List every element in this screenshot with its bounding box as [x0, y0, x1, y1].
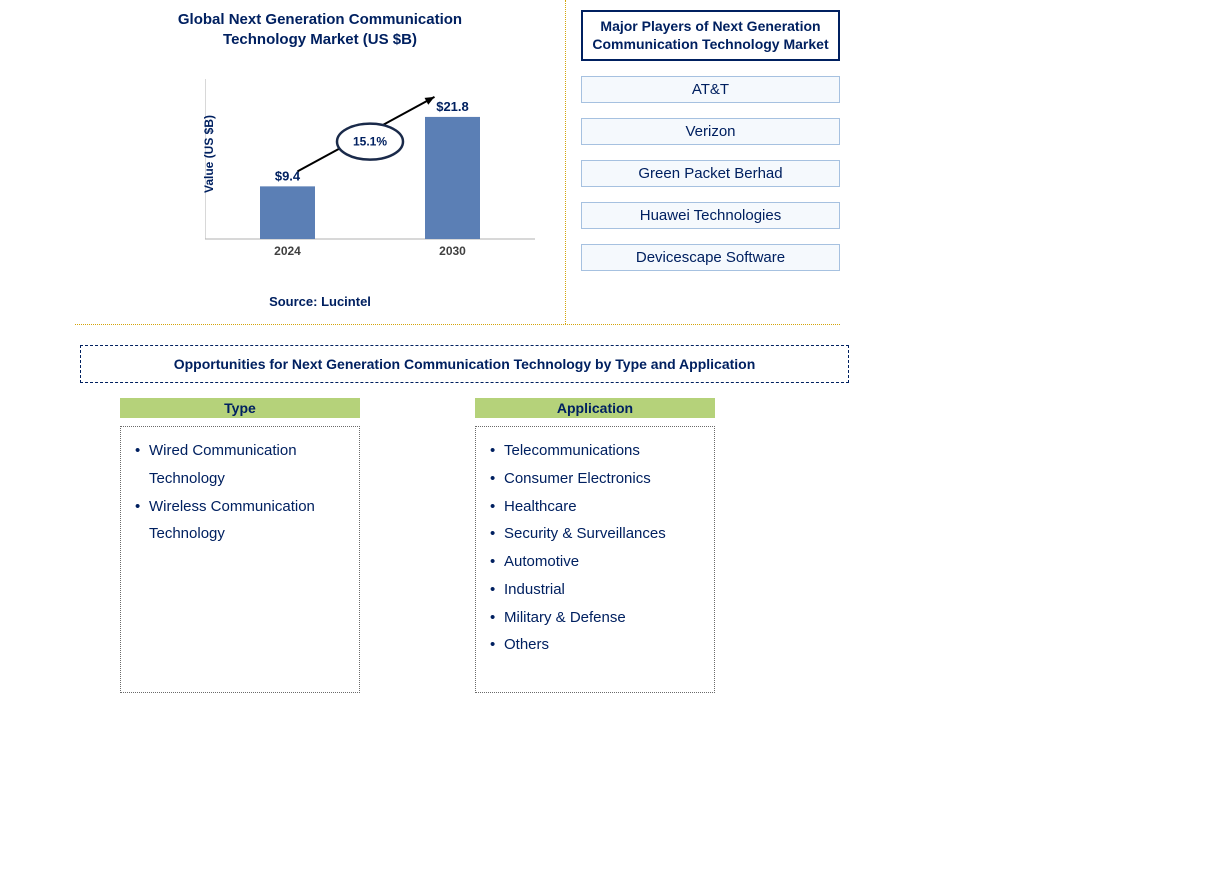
player-chip: Green Packet Berhad [581, 160, 840, 187]
list-item: •Automotive [490, 548, 704, 576]
list-item: •Military & Defense [490, 604, 704, 632]
list-item: •Telecommunications [490, 437, 704, 465]
list-item-text: Telecommunications [504, 437, 704, 465]
list-item-text: Military & Defense [504, 604, 704, 632]
type-column: Type •Wired Communication Technology•Wir… [120, 398, 360, 693]
list-item-text: Industrial [504, 576, 704, 604]
svg-text:$21.8: $21.8 [436, 99, 469, 114]
svg-text:15.1%: 15.1% [353, 135, 387, 149]
application-list: •Telecommunications•Consumer Electronics… [475, 426, 715, 693]
list-item: •Healthcare [490, 493, 704, 521]
bullet-icon: • [490, 631, 504, 659]
list-item-text: Others [504, 631, 704, 659]
bar-chart: $9.4 2024 $21.8 2030 15.1% [205, 69, 535, 264]
player-chip: Verizon [581, 118, 840, 145]
list-item-text: Security & Surveillances [504, 520, 704, 548]
type-list: •Wired Communication Technology•Wireless… [120, 426, 360, 693]
players-list: AT&T Verizon Green Packet Berhad Huawei Tec… [581, 76, 840, 271]
list-item: •Security & Surveillances [490, 520, 704, 548]
player-chip: Huawei Technologies [581, 202, 840, 229]
svg-text:2024: 2024 [274, 244, 301, 258]
list-item-text: Wireless Communication Technology [149, 493, 349, 549]
application-header: Application [475, 398, 715, 418]
bullet-icon: • [490, 548, 504, 576]
bullet-icon: • [490, 604, 504, 632]
players-title: Major Players of Next Generation Communi… [581, 10, 840, 61]
type-header: Type [120, 398, 360, 418]
bullet-icon: • [135, 493, 149, 549]
bullet-icon: • [490, 520, 504, 548]
bullet-icon: • [490, 437, 504, 465]
list-item-text: Wired Communication Technology [149, 437, 349, 493]
opportunity-columns: Type •Wired Communication Technology•Wir… [120, 398, 1209, 693]
y-axis-label: Value (US $B) [202, 115, 216, 193]
list-item: •Others [490, 631, 704, 659]
list-item: •Wireless Communication Technology [135, 493, 349, 549]
list-item-text: Automotive [504, 548, 704, 576]
application-column: Application •Telecommunications•Consumer… [475, 398, 715, 693]
svg-text:2030: 2030 [439, 244, 466, 258]
bullet-icon: • [135, 437, 149, 493]
chart-panel: Global Next Generation Communication Tec… [75, 0, 566, 324]
bullet-icon: • [490, 465, 504, 493]
list-item: •Consumer Electronics [490, 465, 704, 493]
svg-text:$9.4: $9.4 [275, 168, 301, 183]
list-item: •Wired Communication Technology [135, 437, 349, 493]
opportunities-title: Opportunities for Next Generation Commun… [80, 345, 849, 383]
players-panel: Major Players of Next Generation Communi… [566, 0, 840, 324]
chart-area: Value (US $B) $9.42024$21.8203015.1% [205, 69, 535, 239]
top-section: Global Next Generation Communication Tec… [75, 0, 840, 325]
bullet-icon: • [490, 576, 504, 604]
source-label: Source: Lucintel [75, 294, 565, 309]
player-chip: Devicescape Software [581, 244, 840, 271]
chart-title: Global Next Generation Communication Tec… [135, 10, 505, 49]
list-item: •Industrial [490, 576, 704, 604]
list-item-text: Healthcare [504, 493, 704, 521]
bullet-icon: • [490, 493, 504, 521]
list-item-text: Consumer Electronics [504, 465, 704, 493]
player-chip: AT&T [581, 76, 840, 103]
